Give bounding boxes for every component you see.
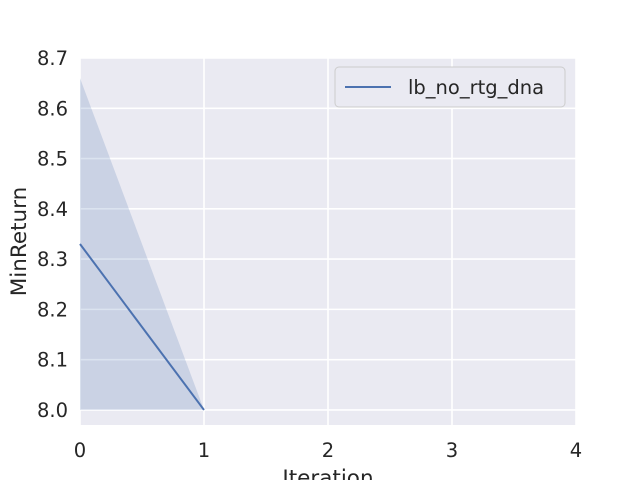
y-tick-labels: 8.0 8.1 8.2 8.3 8.4 8.5 8.6 8.7 [37,47,68,422]
grid [79,57,577,425]
y-tick-label: 8.1 [37,349,68,372]
y-tick-label: 8.5 [37,148,68,171]
legend-box [334,66,566,108]
y-axis-label: MinReturn [7,187,32,297]
x-tick-labels: 0 1 2 3 4 [74,439,582,462]
x-tick-label: 2 [322,439,334,462]
y-tick-label: 8.6 [37,97,68,120]
x-tick-label: 0 [74,439,86,462]
y-tick-label: 8.7 [37,47,68,70]
series-line [79,243,205,411]
y-tick-label: 8.2 [37,298,68,321]
legend: lb_no_rtg_dna [334,66,566,108]
x-tick-label: 4 [570,439,582,462]
series-lines [79,243,205,411]
y-tick-label: 8.3 [37,248,68,271]
x-tick-label: 1 [198,439,210,462]
y-tick-label: 8.0 [37,399,68,422]
x-tick-label: 3 [446,439,458,462]
confidence-bands [80,78,204,410]
y-tick-label: 8.4 [37,198,68,221]
x-axis-label: Iteration [282,466,373,480]
confidence-band [80,78,204,410]
legend-label-lb-no-rtg-dna: lb_no_rtg_dna [408,76,544,99]
